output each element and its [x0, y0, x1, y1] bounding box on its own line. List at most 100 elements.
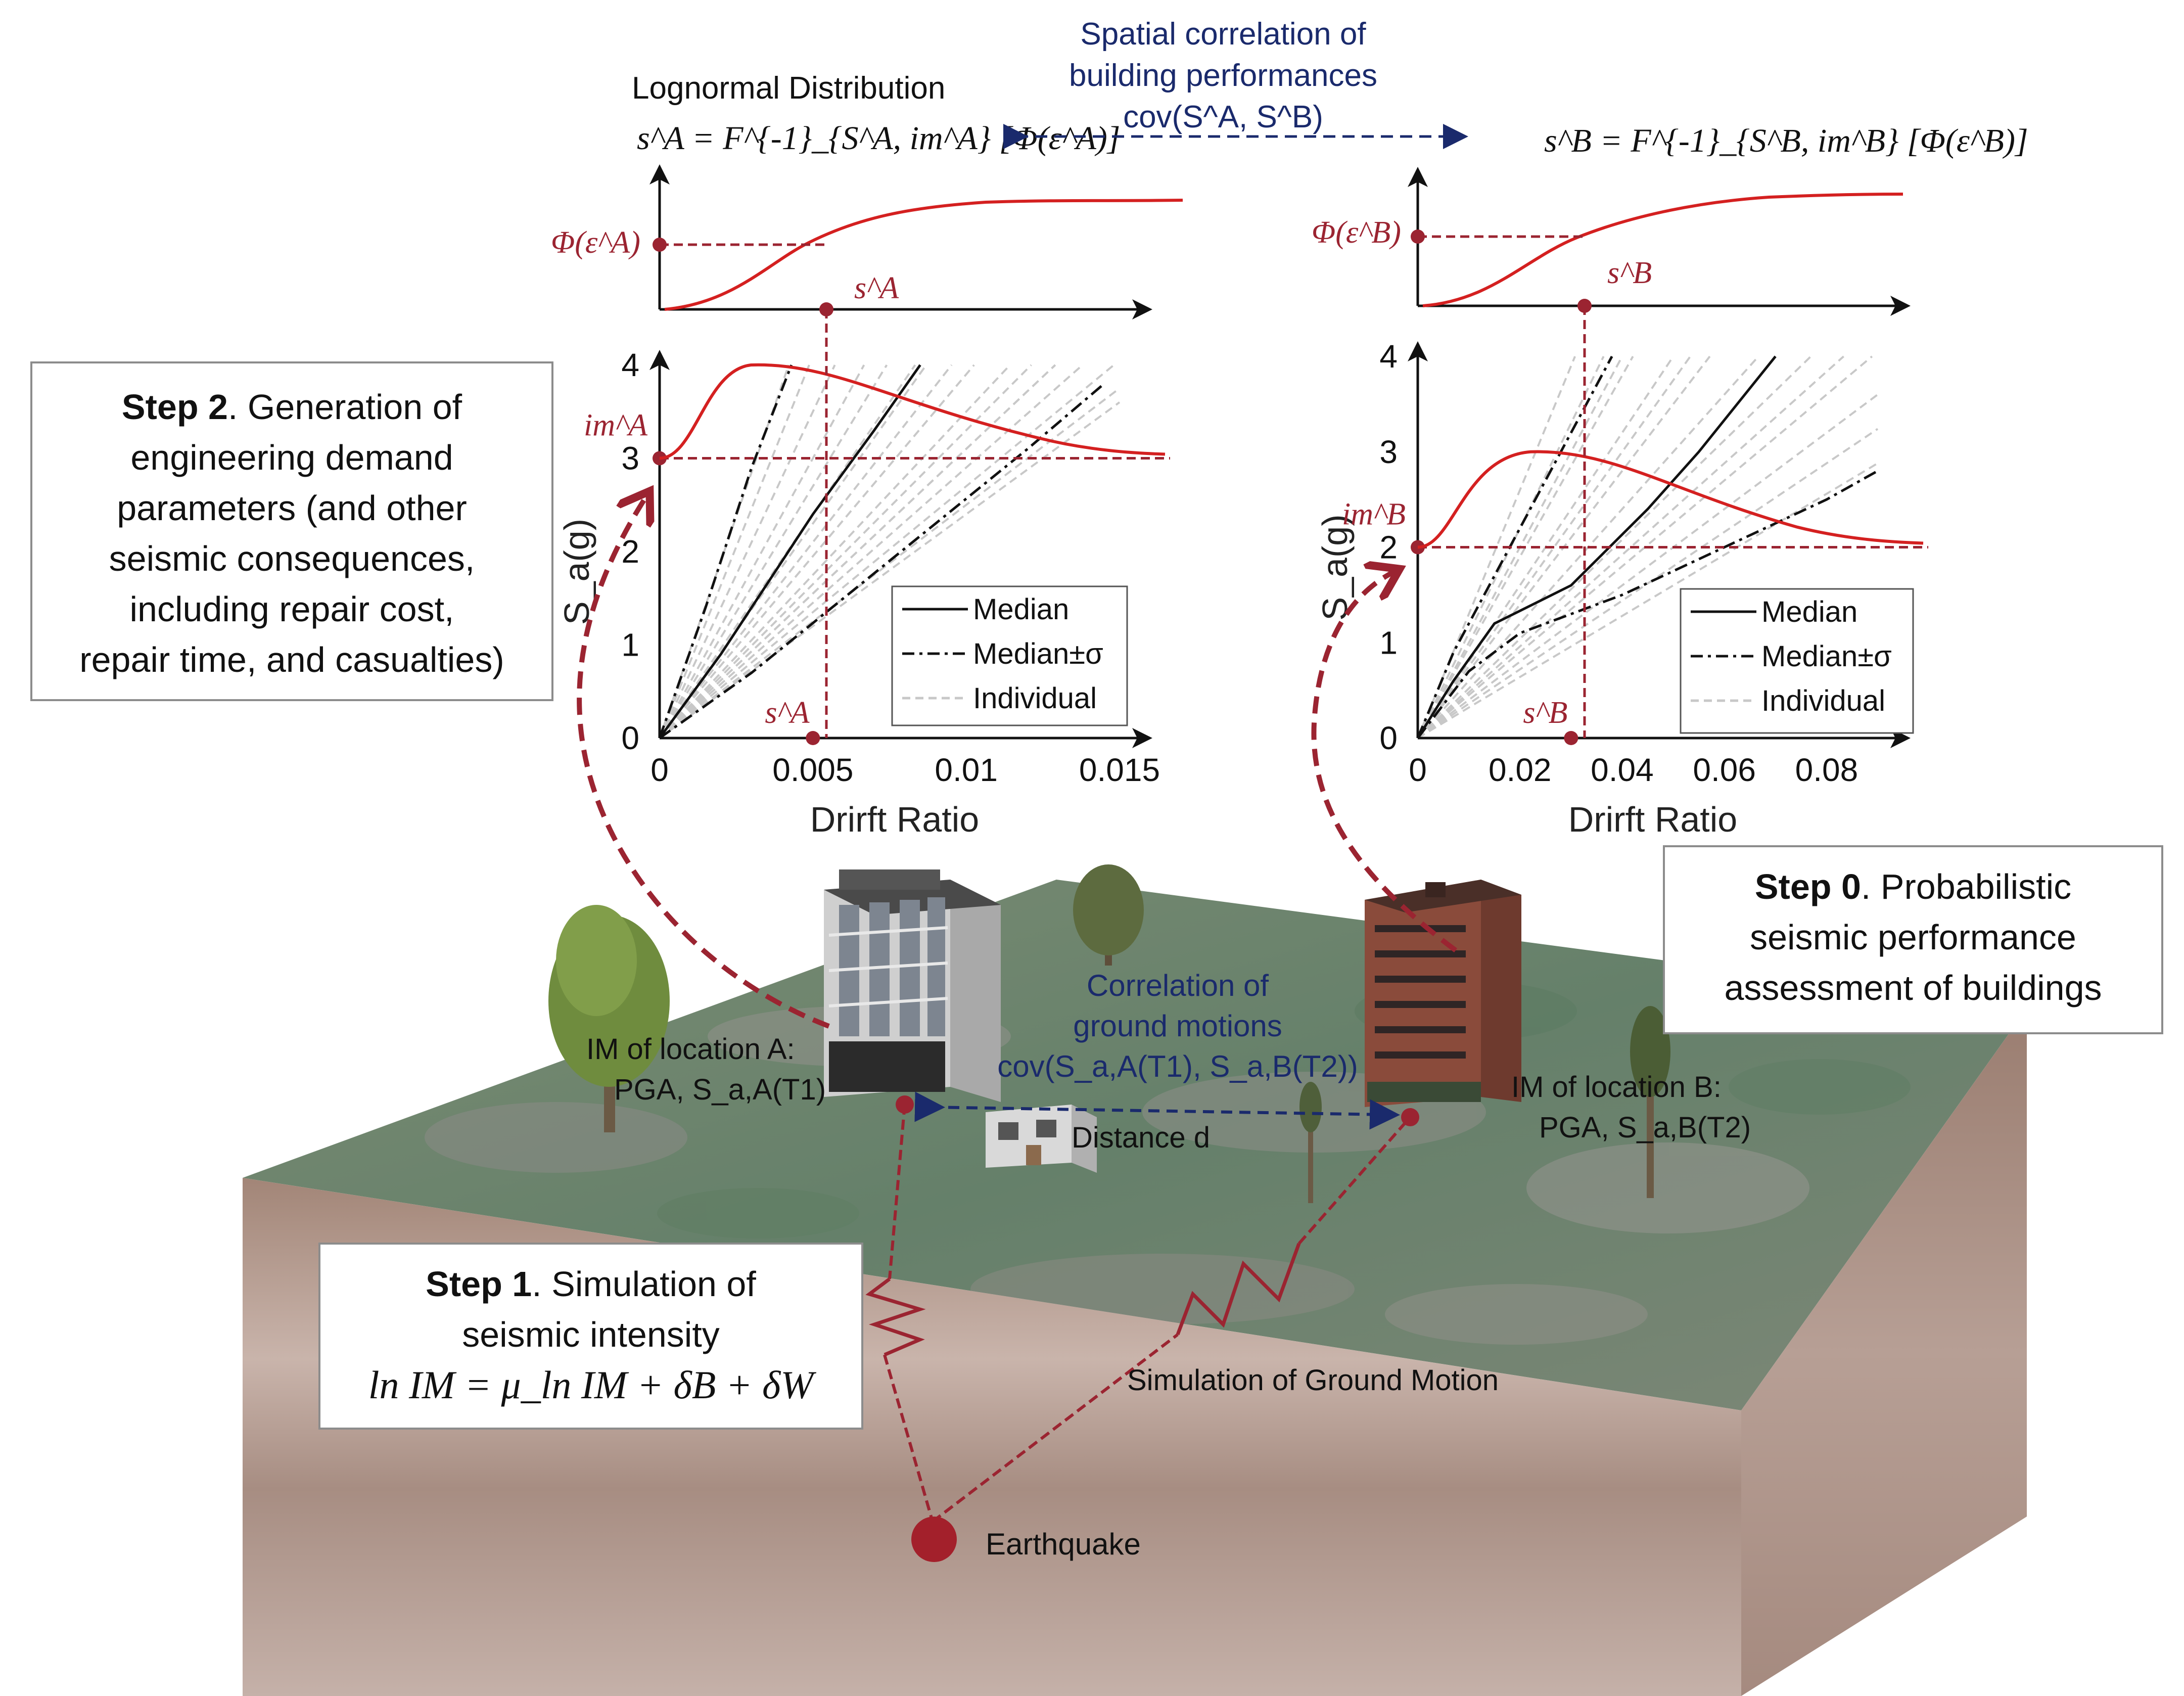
y-tick-label: 1	[1379, 624, 1398, 661]
individual-line	[659, 364, 927, 739]
ida-chart-a: 0 0.005 0.01 0.015 0 1 2 3 4 Drirft Ratio S_a(g) im…	[557, 347, 1170, 839]
step0-line3: assessment of buildings	[1724, 968, 2102, 1007]
step1-box: Step 1. Simulation of seismic intensity …	[318, 1243, 863, 1430]
lognormal-title: Lognormal Distribution	[632, 71, 945, 106]
step2-line6: repair time, and casualties)	[79, 640, 504, 679]
median-sigma-line	[658, 364, 793, 739]
individual-line	[659, 364, 836, 739]
step0-line2: seismic performance	[1750, 918, 2076, 957]
arrow-building-a-to-chart	[577, 495, 830, 1029]
site-b-marker	[1401, 1108, 1419, 1126]
earthquake-label: Earthquake	[986, 1527, 1141, 1561]
y-tick-label: 2	[1379, 529, 1398, 566]
im-a-line2: PGA, S_a,A(T1)	[614, 1073, 826, 1106]
median-line	[1416, 355, 1777, 739]
building-a	[824, 869, 1001, 1102]
x-tick-label: 0.08	[1795, 752, 1858, 788]
median-line	[658, 364, 921, 739]
im-label: im^B	[1342, 497, 1406, 532]
individual-line	[1417, 428, 1879, 739]
individual-line	[659, 364, 810, 739]
legend-label: Median	[973, 593, 1069, 626]
cdf-b-ylabel: Φ(ε^B)	[1312, 215, 1401, 250]
legend-label: Individual	[973, 682, 1097, 715]
individual-line	[659, 364, 865, 739]
s-label: s^A	[765, 696, 810, 730]
im-b-line2: PGA, S_a,B(T2)	[1539, 1111, 1751, 1144]
y-tick-label: 3	[621, 440, 639, 477]
building-b	[1365, 880, 1521, 1107]
gm-corr-line3: cov(S_a,A(T1), S_a,B(T2))	[997, 1049, 1358, 1083]
spatial-corr-line1: Spatial correlation of	[1080, 17, 1366, 52]
ground-top-surface	[243, 880, 2027, 1410]
step2-line4: seismic consequences,	[109, 539, 475, 578]
tree-left	[548, 905, 670, 1132]
individual-line	[659, 364, 975, 739]
ida-chart-b: 0 0.02 0.04 0.06 0.08 0 1 2 3 4 Drirft Ratio S_a(g)…	[1315, 338, 1928, 839]
zigzag-a	[865, 1277, 926, 1357]
sim-gm-label: Simulation of Ground Motion	[1127, 1364, 1499, 1397]
individual-line	[1417, 462, 1879, 739]
y-tick-label: 4	[1379, 338, 1398, 375]
x-tick-label: 0	[650, 752, 669, 788]
legend-label: Median	[1761, 595, 1857, 628]
formula-a: s^A = F^{-1}_{S^A, im^A} [Φ(ε^A)]	[637, 120, 1120, 157]
individual-line	[1417, 393, 1879, 739]
im-a-line1: IM of location A:	[586, 1033, 795, 1066]
s-marker	[806, 731, 820, 745]
distance-label: Distance d	[1072, 1121, 1210, 1154]
y-tick-label: 2	[621, 533, 639, 570]
legend-label: Median±σ	[1761, 640, 1892, 673]
cdf-a-xmarker: s^A	[854, 271, 899, 305]
individual-line	[659, 364, 1056, 739]
individual-line	[659, 364, 1115, 739]
individual-line	[659, 364, 888, 739]
x-tick-label: 0.02	[1489, 752, 1552, 788]
gm-corr-line1: Correlation of	[1087, 969, 1269, 1002]
individual-line	[659, 364, 1011, 739]
individual-line	[1417, 355, 1844, 739]
x-tick-label: 0.005	[772, 752, 853, 788]
cdf-b-xmarker: s^B	[1607, 256, 1652, 290]
median-sigma-line	[1417, 470, 1879, 739]
individual-line	[1417, 356, 1634, 739]
step1-title: Step 1	[426, 1264, 532, 1304]
pdf-curve	[659, 363, 1166, 460]
step0-box: Step 0. Probabilistic seismic performanc…	[1663, 845, 2163, 1034]
s-label: s^B	[1523, 696, 1567, 730]
zigzag-b	[1176, 1243, 1301, 1336]
y-tick-label: 0	[621, 720, 639, 756]
step1-line1: . Simulation of	[532, 1264, 756, 1304]
y-tick-label: 3	[1379, 434, 1398, 470]
individual-line	[659, 364, 1032, 739]
individual-line	[659, 387, 1121, 739]
site-a-marker	[896, 1095, 914, 1114]
x-axis-label: Drirft Ratio	[810, 800, 979, 839]
x-tick-label: 0.01	[935, 752, 998, 788]
pdf-curve	[1417, 450, 1924, 549]
legend-label: Median±σ	[973, 637, 1103, 670]
y-axis-label: S_a(g)	[1315, 514, 1355, 620]
earthquake-marker	[911, 1517, 957, 1562]
x-tick-label: 0	[1409, 752, 1427, 788]
gm-corr-arrow	[914, 1091, 1400, 1130]
step2-title: Step 2	[121, 387, 228, 427]
im-label: im^A	[584, 408, 648, 443]
step0-line1: . Probabilistic	[1861, 867, 2072, 906]
cdf-curve-a	[664, 199, 1183, 311]
im-b-line1: IM of location B:	[1511, 1071, 1722, 1104]
step2-line3: parameters (and other	[117, 488, 467, 528]
spatial-corr-line2: building performances	[1069, 58, 1377, 93]
arrow-building-b-to-chart	[1311, 571, 1458, 952]
x-tick-label: 0.04	[1591, 752, 1654, 788]
step1-formula: ln IM = μ_ln IM + δB + δW	[368, 1363, 814, 1407]
individual-line	[659, 364, 953, 739]
legend-label: Individual	[1761, 684, 1885, 717]
cdf-curve-b	[1422, 193, 1903, 307]
y-tick-label: 1	[621, 627, 639, 663]
gm-corr-line2: ground motions	[1073, 1009, 1282, 1043]
step2-line5: including repair cost,	[129, 589, 454, 629]
y-axis-label: S_a(g)	[557, 519, 596, 625]
individual-line	[1417, 356, 1576, 739]
step1-line2: seismic intensity	[462, 1315, 720, 1354]
